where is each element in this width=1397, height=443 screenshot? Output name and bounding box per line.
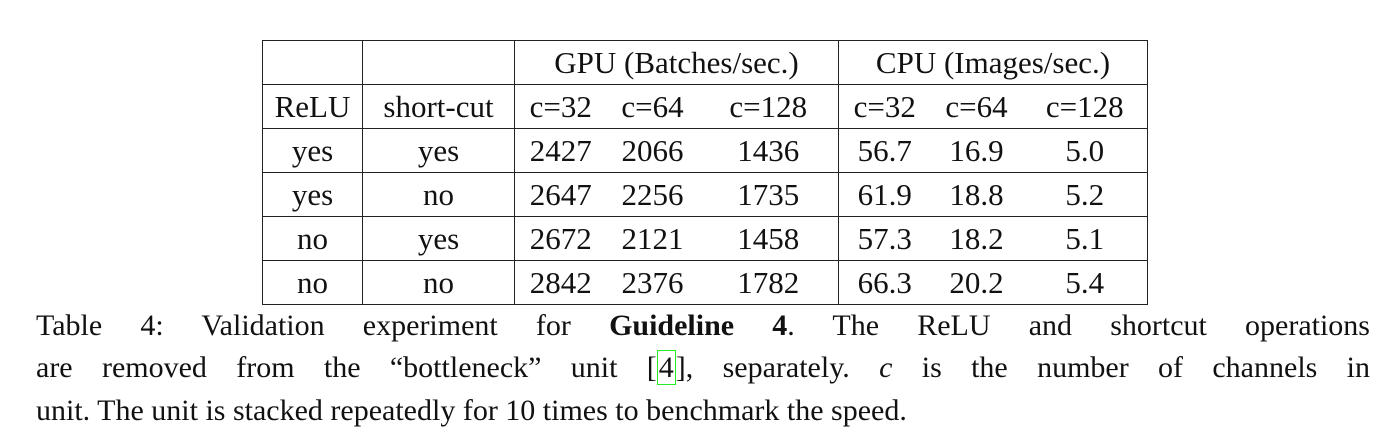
- column-header: c=128: [1022, 84, 1148, 129]
- table-cell: yes: [362, 128, 515, 173]
- table-cell: 2121: [606, 216, 699, 261]
- table-cell: no: [362, 172, 515, 217]
- table-cell: 61.9: [838, 172, 931, 217]
- group-header: CPU (Images/sec.): [838, 40, 1148, 85]
- caption-line: unit. The unit is stacked repeatedly for…: [36, 389, 1370, 432]
- column-header: short-cut: [362, 84, 515, 129]
- table-cell: 66.3: [838, 260, 931, 305]
- caption-text: unit. The unit is stacked repeatedly for…: [36, 394, 907, 427]
- caption-text: ], separately.: [675, 351, 880, 384]
- data-row: no yes 2672 2121 1458 57.3 18.2 5.1: [262, 216, 1148, 261]
- data-row: yes no 2647 2256 1735 61.9 18.8 5.2: [262, 172, 1148, 217]
- table-cell: 1458: [698, 216, 839, 261]
- caption-text: . The ReLU and shortcut operations: [787, 309, 1370, 342]
- table-cell: 2427: [514, 128, 607, 173]
- column-header: c=32: [514, 84, 607, 129]
- table-cell: 57.3: [838, 216, 931, 261]
- table-cell: no: [362, 260, 515, 305]
- column-header: ReLU: [262, 84, 363, 129]
- caption-line: Table 4: Validation experiment for Guide…: [36, 304, 1370, 347]
- table-cell: no: [262, 216, 363, 261]
- table-cell: 2672: [514, 216, 607, 261]
- data-row: yes yes 2427 2066 1436 56.7 16.9 5.0: [262, 128, 1148, 173]
- table-cell: 5.2: [1022, 172, 1148, 217]
- table-cell: 2066: [606, 128, 699, 173]
- table-cell: yes: [262, 172, 363, 217]
- caption-text: Table 4: Validation experiment for: [36, 309, 610, 342]
- table-cell: 16.9: [930, 128, 1023, 173]
- table-cell: 1782: [698, 260, 839, 305]
- column-header: c=32: [838, 84, 931, 129]
- column-header: c=64: [606, 84, 699, 129]
- empty-cell: [362, 40, 515, 85]
- table-cell: 5.1: [1022, 216, 1148, 261]
- table-cell: 5.4: [1022, 260, 1148, 305]
- table-cell: 1735: [698, 172, 839, 217]
- column-header: c=64: [930, 84, 1023, 129]
- table-cell: 18.2: [930, 216, 1023, 261]
- column-header: c=128: [698, 84, 839, 129]
- table-cell: yes: [262, 128, 363, 173]
- caption-text: is the number of channels in: [892, 351, 1370, 384]
- table-cell: 2376: [606, 260, 699, 305]
- table-cell: 2256: [606, 172, 699, 217]
- table-cell: no: [262, 260, 363, 305]
- table-cell: 1436: [698, 128, 839, 173]
- group-header: GPU (Batches/sec.): [514, 40, 839, 85]
- citation[interactable]: 4: [656, 350, 676, 385]
- table-cell: 20.2: [930, 260, 1023, 305]
- caption-bold: Guideline 4: [609, 309, 788, 342]
- table-cell: 5.0: [1022, 128, 1148, 173]
- results-table: GPU (Batches/sec.) CPU (Images/sec.) ReL…: [262, 40, 1148, 305]
- table-cell: 2647: [514, 172, 607, 217]
- caption-italic: c: [879, 351, 893, 384]
- group-header-row: GPU (Batches/sec.) CPU (Images/sec.): [262, 40, 1148, 85]
- caption-line: are removed from the “bottleneck” unit […: [36, 346, 1370, 389]
- data-row: no no 2842 2376 1782 66.3 20.2 5.4: [262, 260, 1148, 305]
- table-cell: 2842: [514, 260, 607, 305]
- table-cell: 56.7: [838, 128, 931, 173]
- empty-cell: [262, 40, 363, 85]
- caption-text: are removed from the “bottleneck” unit [: [36, 351, 657, 384]
- column-header-row: ReLU short-cut c=32 c=64 c=128 c=32 c=64 c=128: [262, 84, 1148, 129]
- table-cell: 18.8: [930, 172, 1023, 217]
- table-cell: yes: [362, 216, 515, 261]
